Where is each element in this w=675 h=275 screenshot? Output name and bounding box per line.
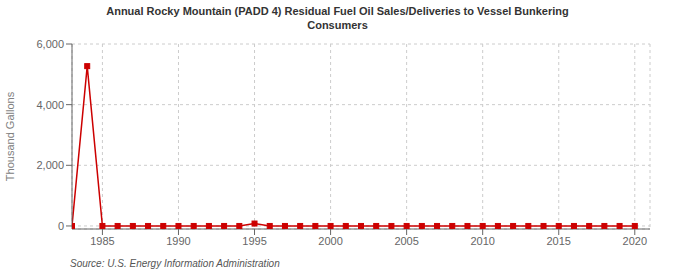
html-text:Annual Rocky Mountain (PADD 4): Annual Rocky Mountain (PADD 4) Residual … xyxy=(106,5,569,17)
svg-text:2,000: 2,000 xyxy=(36,159,64,171)
svg-text:6,000: 6,000 xyxy=(36,38,64,50)
svg-text:1995: 1995 xyxy=(242,235,266,247)
svg-text:2000: 2000 xyxy=(318,235,342,247)
svg-text:Thousand Gallons: Thousand Gallons xyxy=(8,91,16,181)
svg-text:0: 0 xyxy=(58,220,64,232)
svg-text:1985: 1985 xyxy=(90,235,114,247)
svg-text:2020: 2020 xyxy=(623,235,647,247)
svg-text:4,000: 4,000 xyxy=(36,99,64,111)
html-text:Consumers: Consumers xyxy=(307,19,368,31)
svg-text:2010: 2010 xyxy=(470,235,494,247)
html-text:Source: U.S. Energy Informatio: Source: U.S. Energy Information Administ… xyxy=(70,258,280,269)
svg-text:1990: 1990 xyxy=(166,235,190,247)
svg-text:2005: 2005 xyxy=(394,235,418,247)
svg-text:2015: 2015 xyxy=(546,235,570,247)
